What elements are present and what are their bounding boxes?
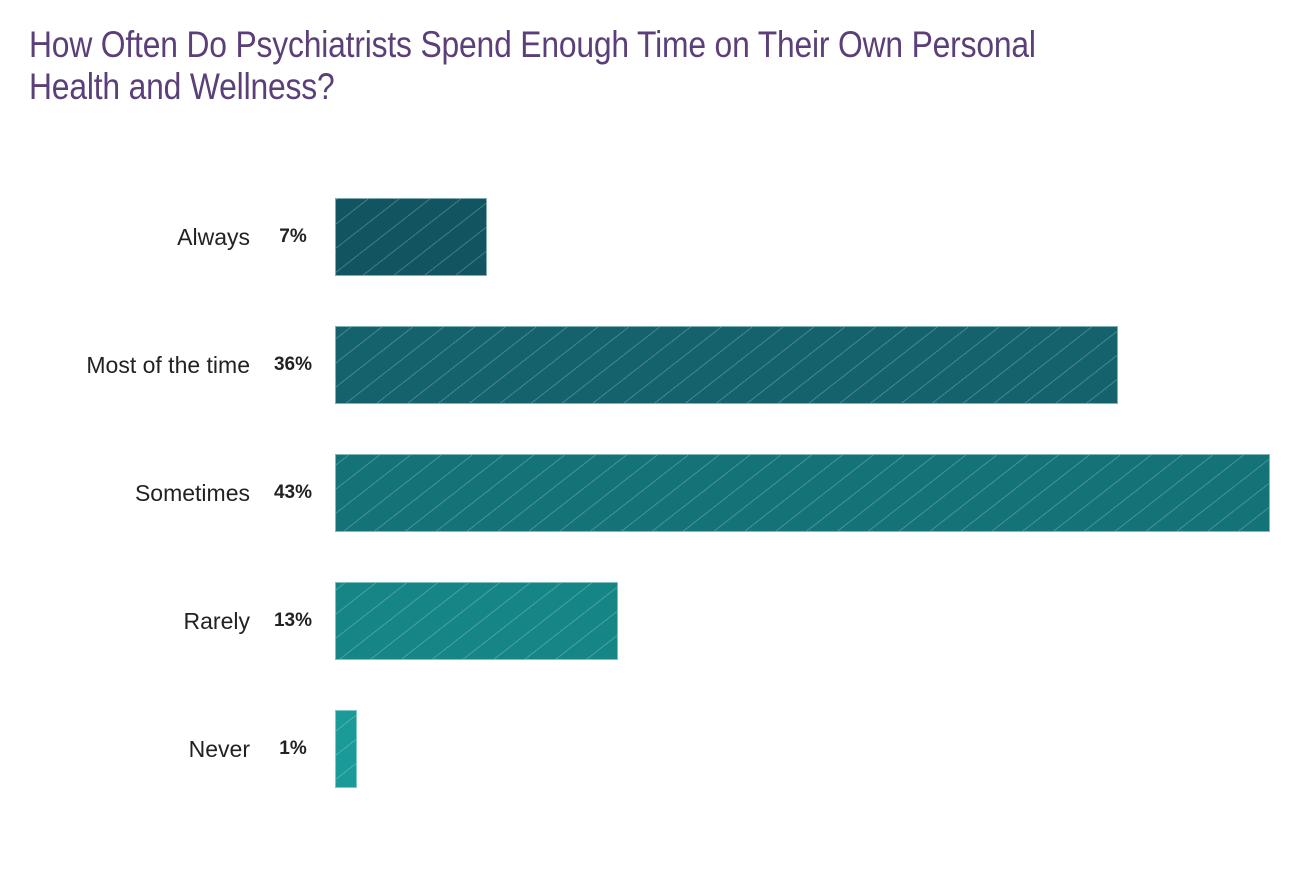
category-label: Most of the time [86, 352, 250, 378]
category-label: Rarely [183, 608, 250, 634]
value-label: 13% [273, 610, 313, 631]
bar [335, 710, 357, 788]
chart-title: How Often Do Psychiatrists Spend Enough … [29, 24, 1036, 107]
value-label: 1% [279, 738, 307, 759]
bar-row-rarely: Rarely 13% [0, 582, 1290, 660]
category-label: Always [177, 224, 250, 250]
bar [335, 582, 618, 660]
bar-row-most-of-the-time: Most of the time 36% [0, 326, 1290, 404]
category-label: Never [188, 736, 250, 762]
value-label: 43% [273, 482, 313, 503]
bar [335, 326, 1118, 404]
bar [335, 454, 1270, 532]
bar [335, 198, 487, 276]
value-label: 7% [279, 226, 307, 247]
bar-row-sometimes: Sometimes 43% [0, 454, 1290, 532]
value-label: 36% [273, 354, 313, 375]
bar-row-always: Always 7% [0, 198, 1290, 276]
category-label: Sometimes [134, 480, 250, 506]
bar-row-never: Never 1% [0, 710, 1290, 788]
